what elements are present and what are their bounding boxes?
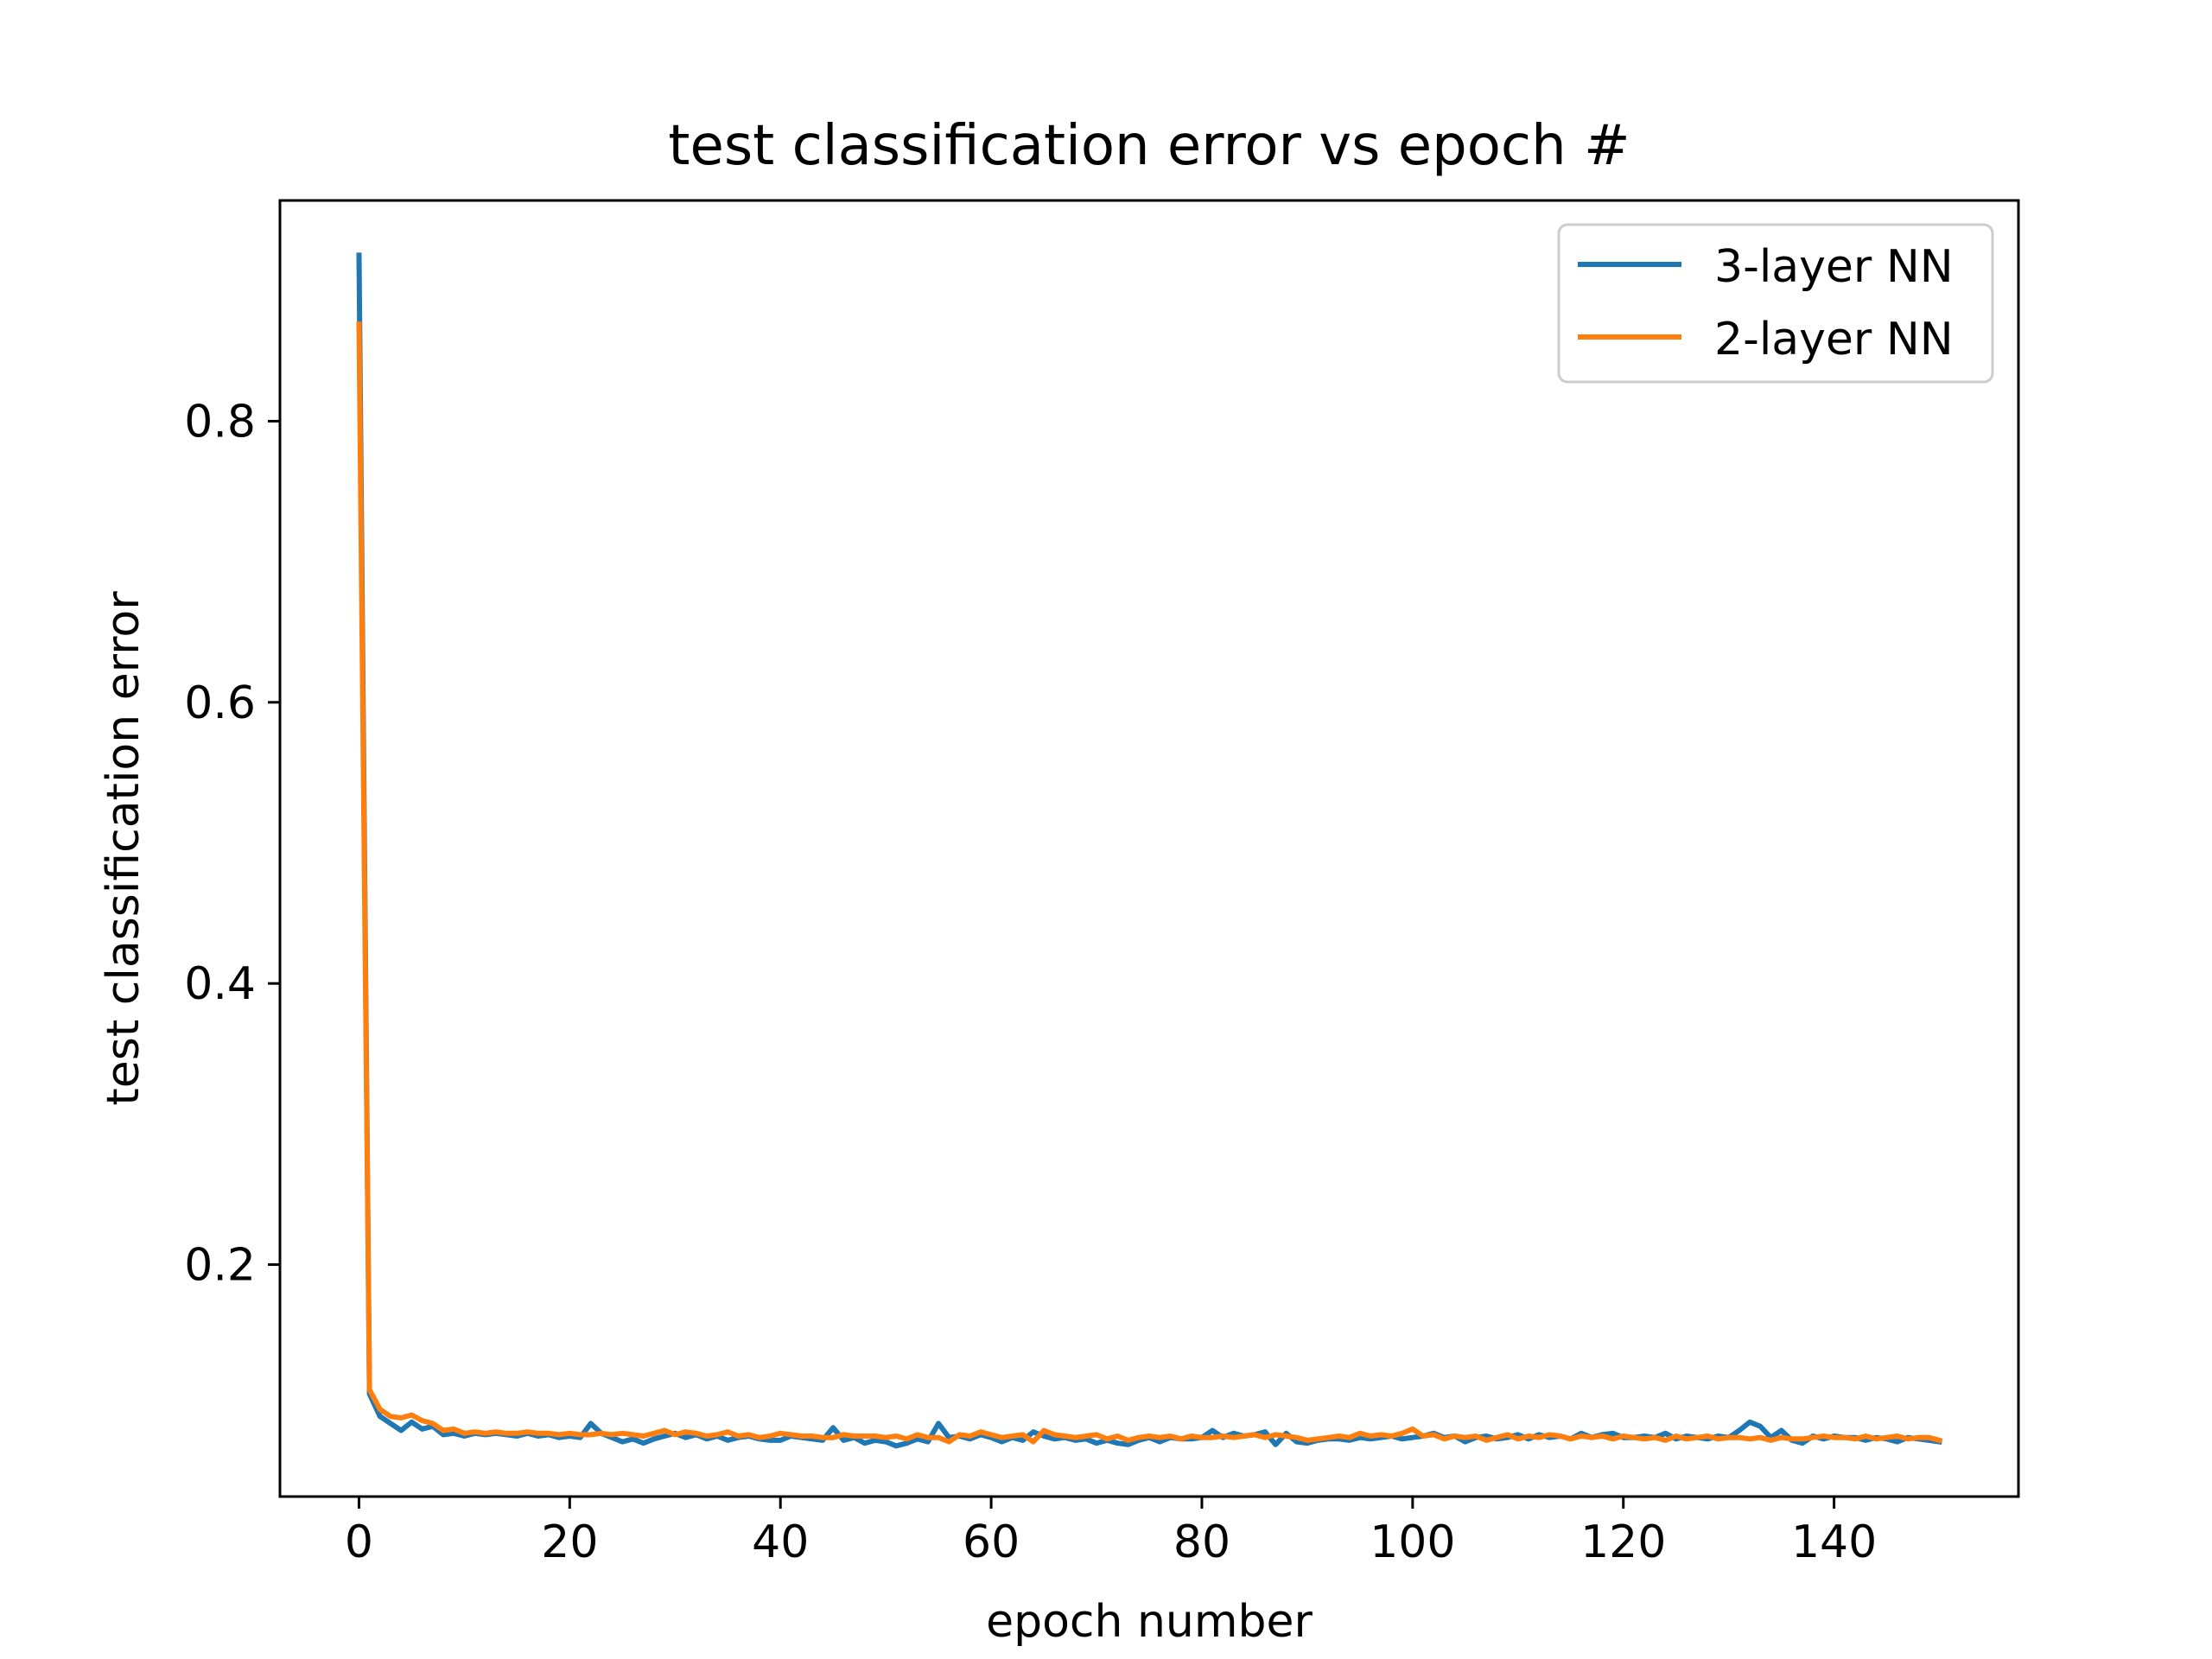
legend-label-2-layer-nn: 2-layer NN (1714, 314, 1954, 365)
y-axis-ticks: 0.2 0.4 0.6 0.8 (184, 396, 280, 1292)
y-tick-label: 0.6 (184, 677, 256, 729)
chart-title: test classification error vs epoch # (668, 114, 1630, 178)
series-line-2-layer-nn (356, 321, 1943, 1445)
plot-frame (278, 199, 2020, 1498)
x-tick-label: 20 (541, 1516, 598, 1568)
x-tick-label: 140 (1791, 1516, 1877, 1568)
y-tick-label: 0.2 (184, 1240, 256, 1292)
legend-label-3-layer-nn: 3-layer NN (1714, 241, 1954, 293)
x-axis-ticks: 0 20 40 60 80 100 120 140 (345, 1497, 1877, 1568)
x-tick-label: 60 (963, 1516, 1020, 1568)
x-tick-label: 100 (1370, 1516, 1455, 1568)
x-tick-label: 120 (1580, 1516, 1666, 1568)
y-tick-label: 0.8 (184, 396, 256, 448)
y-tick-label: 0.4 (184, 958, 256, 1010)
x-tick-label: 0 (345, 1516, 373, 1568)
x-tick-label: 40 (752, 1516, 809, 1568)
series-layer (356, 252, 1943, 1449)
x-tick-label: 80 (1173, 1516, 1230, 1568)
y-axis-label: test classification error (98, 591, 149, 1106)
x-axis-label: epoch number (986, 1596, 1313, 1648)
legend: 3-layer NN 2-layer NN (1557, 223, 1994, 384)
